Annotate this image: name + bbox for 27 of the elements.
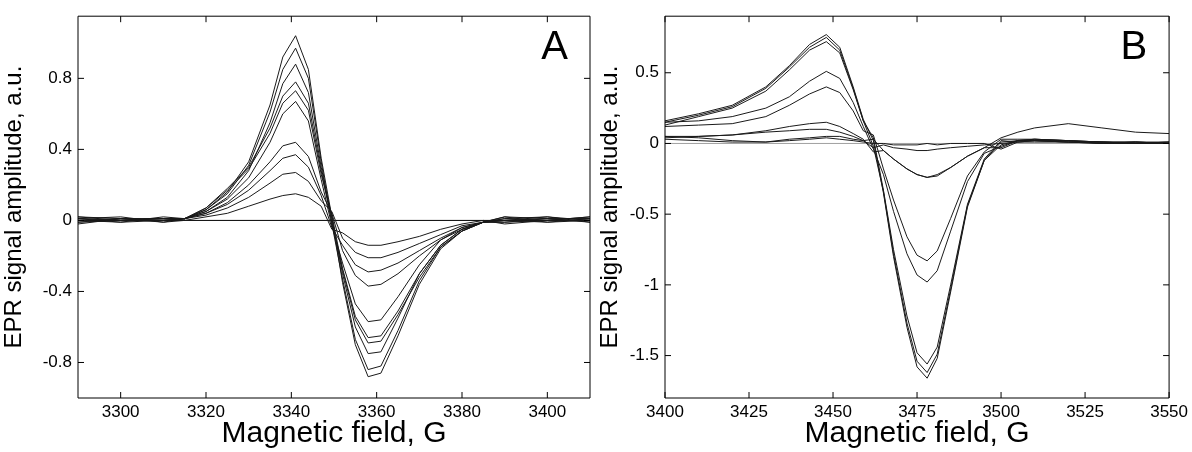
x-tick-label: 3400 [528,401,567,421]
x-tick-label: 3425 [730,401,768,421]
x-tick-label: 3500 [982,401,1020,421]
y-tick-label: 0 [62,210,72,230]
y-tick-label: 0 [649,133,659,153]
x-tick-label: 3360 [357,401,396,421]
y-tick-label: 0.8 [48,68,72,88]
y-tick-label: -1 [643,274,659,294]
x-tick-label: 3300 [101,401,140,421]
y-tick-label: -1.5 [629,345,659,365]
x-tick-label: 3475 [898,401,936,421]
x-tick-label: 3400 [646,401,684,421]
y-axis-title: EPR signal amplitude, a.u. [0,65,27,349]
y-tick-label: -0.4 [42,281,72,301]
x-tick-label: 3380 [443,401,481,421]
x-tick-label: 3550 [1150,401,1188,421]
y-tick-label: 0.5 [635,62,659,82]
x-tick-label: 3525 [1066,401,1104,421]
x-tick-label: 3450 [814,401,852,421]
y-tick-label: -0.5 [629,203,659,223]
y-tick-label: 0.4 [48,139,72,159]
x-tick-label: 3340 [272,401,311,421]
annotation: B [1120,23,1148,68]
annotation: A [541,23,569,68]
x-tick-label: 3320 [187,401,225,421]
y-axis-title: EPR signal amplitude, a.u. [595,65,623,349]
y-tick-label: -0.8 [42,352,72,372]
